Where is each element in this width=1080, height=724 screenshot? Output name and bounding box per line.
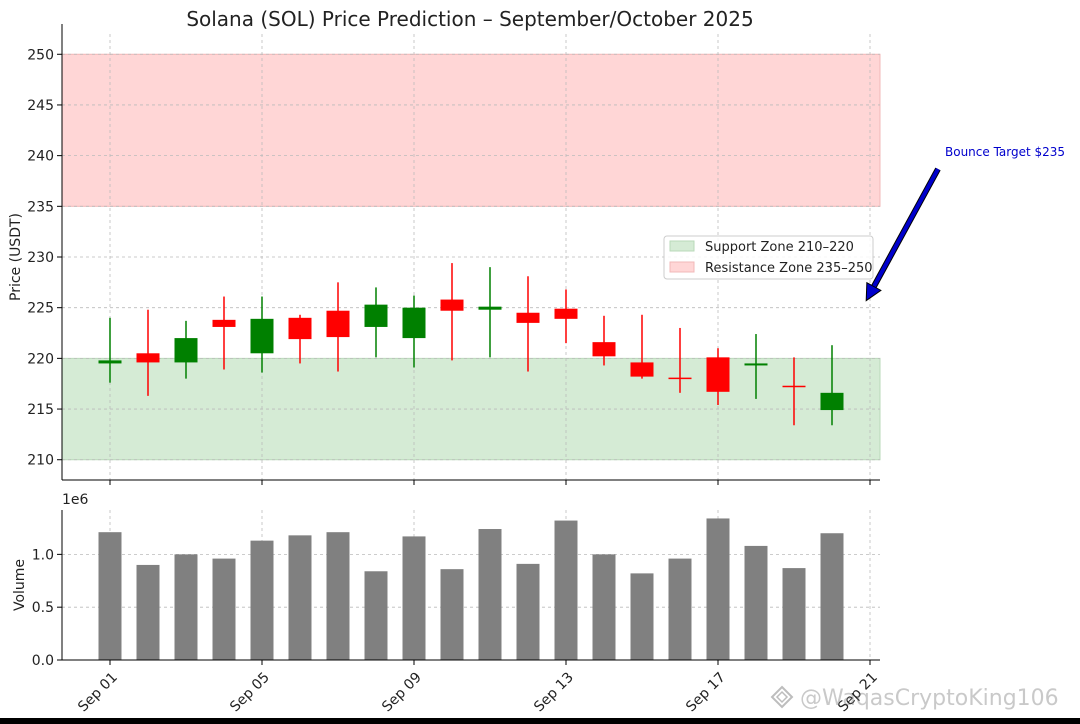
y-tick-label: 1.0 (32, 547, 54, 563)
offset-label: 1e6 (62, 492, 89, 508)
volume-bar (554, 520, 578, 660)
y-tick-label: 250 (27, 47, 54, 63)
candle-body (250, 318, 274, 354)
volume-axis-label: Volume (12, 559, 28, 611)
y-tick-label: 0.0 (32, 653, 54, 669)
candle-body (402, 307, 426, 339)
volume-bar (364, 571, 388, 660)
volume-bar (98, 532, 122, 660)
volume-bar (592, 554, 616, 660)
volume-bar (478, 529, 502, 660)
y-tick-label: 230 (27, 250, 54, 266)
candle-body (98, 360, 122, 364)
y-tick-label: 210 (27, 453, 54, 469)
annotation: Bounce Target $235 (865, 145, 1065, 302)
candle-body (516, 312, 540, 323)
volume-bar (744, 545, 768, 660)
candle-body (706, 357, 730, 392)
volume-bar (136, 564, 160, 660)
candle-body (630, 362, 654, 377)
legend-swatch (669, 261, 695, 273)
y-tick-label: 220 (27, 351, 54, 367)
legend-label: Support Zone 210–220 (705, 240, 854, 255)
candle-body (440, 299, 464, 311)
y-tick-label: 215 (27, 402, 54, 418)
legend: Support Zone 210–220 Resistance Zone 235–… (663, 235, 874, 280)
candle-body (364, 304, 388, 327)
candle-body (288, 317, 312, 340)
volume-bar (516, 563, 540, 660)
chart-title: Solana (SOL) Price Prediction – Septembe… (186, 7, 753, 31)
candle-body (326, 310, 350, 338)
watermark-logo-icon (770, 685, 794, 709)
candle-body (478, 306, 502, 310)
x-tick-label: Sep 17 (683, 670, 729, 716)
candle-body (820, 392, 844, 411)
x-tick-label: Sep 01 (75, 670, 121, 716)
y-tick-label: 240 (27, 149, 54, 165)
candle-body (554, 308, 578, 319)
volume-bar (820, 533, 844, 660)
zone-band (61, 53, 881, 207)
x-tick-label: Sep 09 (379, 670, 425, 716)
legend-box (663, 235, 874, 280)
arrow-shaft (872, 168, 940, 288)
y-tick-label: 0.5 (32, 600, 54, 616)
volume-bar (630, 573, 654, 660)
price-panel: 210 215 220 225 230 235 240 245 250 Price (USDT) (8, 24, 881, 481)
watermark: @WaqasCryptoKing106 (770, 685, 1059, 711)
volume-bar (288, 535, 312, 660)
volume-bar (706, 518, 730, 660)
candle-body (668, 377, 692, 380)
candle-body (592, 342, 616, 357)
x-tick-label: Sep 13 (531, 670, 577, 716)
y-tick-label: 245 (27, 98, 54, 114)
x-tick-label: Sep 05 (227, 670, 273, 716)
frame-border (0, 718, 1080, 724)
legend-swatch (669, 240, 695, 252)
candle-body (782, 385, 806, 388)
volume-bar (326, 532, 350, 660)
volume-bar (782, 568, 806, 660)
volume-bar (212, 558, 236, 660)
candle-body (212, 319, 236, 327)
volume-bar (402, 536, 426, 660)
y-tick-label: 235 (27, 199, 54, 215)
arrow-head (865, 281, 882, 302)
candle-body (744, 363, 768, 366)
y-tick-label: 225 (27, 301, 54, 317)
annotation-label: Bounce Target $235 (945, 145, 1065, 159)
watermark-text: @WaqasCryptoKing106 (800, 686, 1059, 711)
candle-body (174, 338, 198, 363)
legend-label: Resistance Zone 235–250 (705, 261, 873, 276)
y-axis-label: Price (USDT) (8, 213, 24, 301)
volume-bar (668, 558, 692, 660)
volume-bar (250, 540, 274, 660)
volume-panel: 0.0 0.5 1.0 1e6 Volume (12, 492, 880, 669)
volume-bar (174, 554, 198, 660)
candle-body (136, 353, 160, 363)
volume-bar (440, 569, 464, 660)
